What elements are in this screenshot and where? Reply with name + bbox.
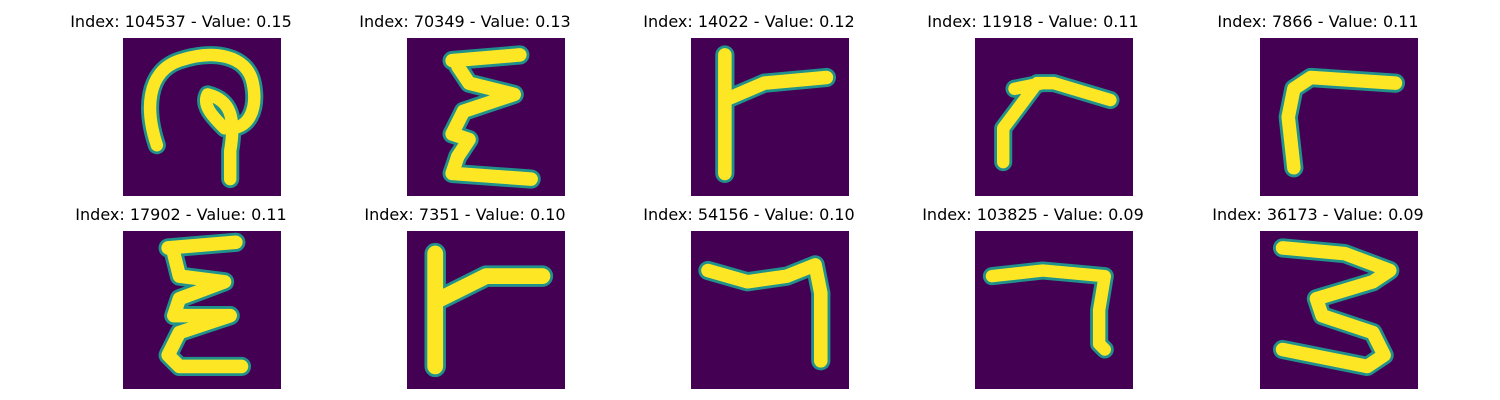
digit-image (407, 38, 565, 196)
digit-image (691, 231, 849, 389)
digit-image (1260, 231, 1418, 389)
image-panel: Index: 104537 - Value: 0.15 (61, 12, 301, 202)
panel-title: Index: 36173 - Value: 0.09 (1212, 205, 1424, 224)
image-panel: Index: 70349 - Value: 0.13 (345, 12, 585, 202)
panel-title: Index: 7351 - Value: 0.10 (364, 205, 566, 224)
panel-title: Index: 103825 - Value: 0.09 (922, 205, 1144, 224)
panel-title: Index: 54156 - Value: 0.10 (643, 205, 855, 224)
image-panel: Index: 7351 - Value: 0.10 (345, 205, 585, 395)
digit-image (123, 231, 281, 389)
digit-image (975, 38, 1133, 196)
panel-title: Index: 11918 - Value: 0.11 (927, 12, 1139, 31)
panel-title: Index: 7866 - Value: 0.11 (1217, 12, 1419, 31)
digit-image (1260, 38, 1418, 196)
panel-title: Index: 17902 - Value: 0.11 (75, 205, 287, 224)
digit-image (407, 231, 565, 389)
panel-title: Index: 14022 - Value: 0.12 (643, 12, 855, 31)
image-panel: Index: 36173 - Value: 0.09 (1198, 205, 1438, 395)
panel-title: Index: 70349 - Value: 0.13 (359, 12, 571, 31)
digit-image (691, 38, 849, 196)
image-panel: Index: 7866 - Value: 0.11 (1198, 12, 1438, 202)
panel-title: Index: 104537 - Value: 0.15 (70, 12, 292, 31)
image-panel: Index: 17902 - Value: 0.11 (61, 205, 301, 395)
digit-image (123, 38, 281, 196)
image-panel: Index: 11918 - Value: 0.11 (913, 12, 1153, 202)
digit-image (975, 231, 1133, 389)
image-panel: Index: 14022 - Value: 0.12 (629, 12, 869, 202)
image-panel: Index: 103825 - Value: 0.09 (913, 205, 1153, 395)
image-panel: Index: 54156 - Value: 0.10 (629, 205, 869, 395)
